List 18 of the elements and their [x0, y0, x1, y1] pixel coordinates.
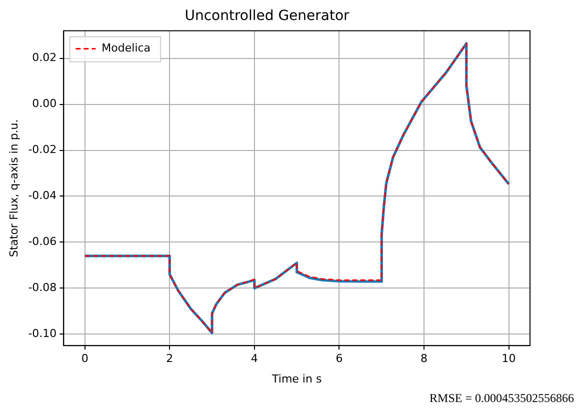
- y-tick-label: 0.02: [32, 51, 57, 64]
- y-tick-label: 0.00: [32, 97, 57, 110]
- y-axis-title: Stator Flux, q-axis in p.u.: [7, 119, 20, 258]
- y-tick-label: -0.08: [28, 281, 57, 294]
- x-tick-label: 0: [81, 352, 88, 366]
- x-tick-label: 6: [336, 352, 343, 366]
- x-tick-label: 4: [250, 352, 258, 366]
- text: RMSE = 0.000453502556866: [430, 391, 574, 406]
- x-tick-label: 8: [420, 352, 428, 366]
- x-axis-title: Time in s: [270, 372, 322, 386]
- y-tick-label: -0.10: [28, 326, 57, 340]
- x-tick-label: 2: [166, 352, 174, 366]
- legend-label: Modelica: [102, 42, 151, 55]
- x-tick-label: 10: [502, 352, 516, 366]
- y-tick-label: -0.04: [28, 189, 57, 202]
- y-tick-label: -0.02: [28, 143, 57, 156]
- chart-title: Uncontrolled Generator: [184, 8, 350, 24]
- y-tick-label: -0.06: [28, 235, 57, 248]
